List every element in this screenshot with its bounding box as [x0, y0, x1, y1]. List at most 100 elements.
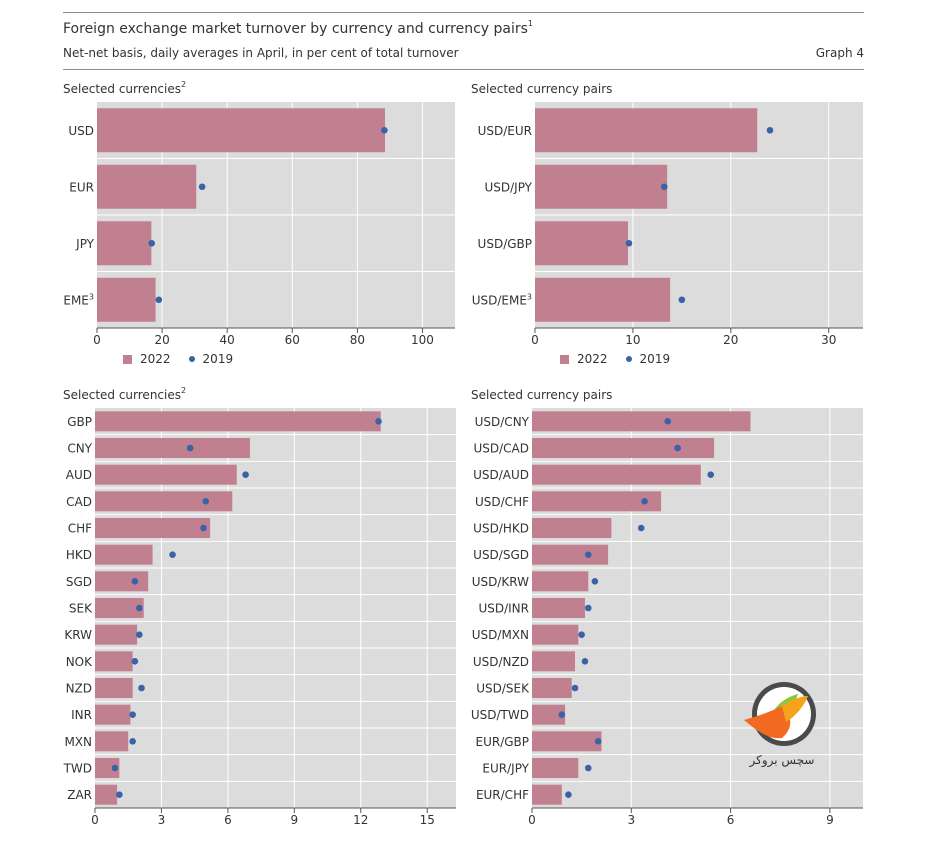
panel-4-x-tick-label: 0: [528, 813, 536, 827]
panel-4-category-label: USD/CAD: [473, 442, 529, 456]
panel-3-category-label: CAD: [66, 495, 92, 509]
panel-4-dot-usd-sgd: [584, 551, 592, 558]
panel-4-category-label: EUR/CHF: [476, 788, 529, 802]
panel-3-x-tick-label: 9: [291, 813, 299, 827]
panel-1-dot-usd: [381, 126, 388, 134]
panel-4-dot-eur-gbp: [594, 738, 602, 745]
graph-subtitle: Net-net basis, daily averages in April, …: [63, 46, 459, 60]
header-rule: [63, 69, 864, 70]
panel-4-category-label: USD/SEK: [476, 682, 530, 696]
panel-3-category-label: INR: [71, 708, 92, 722]
panel-1-x-tick-label: 20: [154, 333, 169, 347]
logo-flame-tip: [782, 696, 808, 722]
panel-2-dot-usd-gbp: [625, 239, 633, 247]
panel-3-category-label: HKD: [66, 548, 92, 562]
panel-2-bar-usd-eme: [535, 277, 671, 322]
panel-1-category-label: EUR: [69, 180, 94, 194]
panel-4-bar-eur-chf: [532, 784, 562, 805]
panel-4-category-label: USD/KRW: [472, 575, 529, 589]
panel-3-category-label: KRW: [64, 628, 92, 642]
panel-4-dot-usd-hkd: [637, 524, 645, 532]
panel-3-dot-krw: [135, 631, 143, 638]
panel-3-bar-twd: [95, 758, 120, 778]
legend-2019-swatch: [188, 356, 195, 362]
panel-3-x-tick-label: 6: [224, 813, 232, 827]
panel-2-category-label: USD/JPY: [484, 180, 532, 194]
legend-2019-swatch: [625, 356, 632, 362]
panel-4-bar-usd-hkd: [532, 518, 612, 538]
panel-1-category-note: 3: [89, 292, 94, 301]
panel-4-category-label: USD/SGD: [473, 548, 529, 562]
panel-2-x-tick-label: 0: [531, 333, 539, 347]
panel-1-x-tick-label: 40: [220, 333, 235, 347]
panel-1-title: Selected currencies2: [63, 80, 187, 96]
graph-number: Graph 4: [815, 46, 864, 60]
panel-4-dot-usd-aud: [707, 471, 715, 478]
panel-3-category-label: MXN: [64, 735, 92, 749]
panel-4-dot-usd-twd: [558, 711, 566, 718]
panel-4-dot-usd-krw: [591, 578, 599, 585]
panel-2-x-tick-label: 20: [723, 333, 738, 347]
top-rule: [63, 12, 864, 13]
panel-1-dot-jpy: [148, 239, 155, 247]
panel-2-dot-usd-eur: [766, 126, 774, 134]
panel-3-bar-hkd: [95, 544, 153, 565]
panel-4-dot-usd-cad: [674, 444, 681, 452]
broker-logo: سچس بروکر: [744, 682, 816, 768]
panel-4-dot-usd-nzd: [581, 658, 589, 665]
panel-4-x-tick-label: 3: [627, 813, 635, 827]
panel-3-dot-sek: [135, 604, 143, 612]
panel-4-title: Selected currency pairs: [471, 388, 613, 402]
panel-4-dot-usd-cny: [664, 418, 672, 425]
panel-3-bar-gbp: [95, 411, 381, 432]
panel-3-dot-nok: [131, 658, 139, 665]
panel-3-bar-mxn: [95, 731, 129, 752]
panel-1-x-tick-label: 0: [93, 333, 101, 347]
panel-4-bar-usd-mxn: [532, 624, 579, 645]
panel-4-x-tick-label: 9: [826, 813, 834, 827]
panel-4-category-label: USD/MXN: [472, 628, 529, 642]
panel-3-title: Selected currencies2: [63, 386, 187, 402]
logo-flame: [744, 706, 791, 739]
panel-3-dot-hkd: [169, 551, 176, 558]
panel-1-x-tick-label: 60: [285, 333, 300, 347]
panel-3-x-tick-label: 12: [353, 813, 368, 827]
legend-2022-swatch: [560, 354, 569, 364]
panel-3-category-label: NZD: [66, 682, 92, 696]
panel-4-bar-eur-gbp: [532, 731, 602, 752]
panel-3-bar-sgd: [95, 571, 149, 592]
panel-4-dot-usd-inr: [584, 604, 592, 612]
panel-3-category-label: AUD: [66, 468, 92, 482]
panel-3-bar-cny: [95, 438, 251, 458]
panel-4-category-label: USD/HKD: [473, 522, 529, 536]
panel-4-category-label: EUR/GBP: [475, 735, 529, 749]
panel-4-category-label: USD/CNY: [475, 415, 530, 429]
graph-title: Foreign exchange market turnover by curr…: [63, 19, 534, 37]
panel-2-category-label: USD/GBP: [478, 237, 532, 251]
panel-2-bar-usd-jpy: [535, 164, 668, 209]
panel-3-title-note: 2: [180, 386, 187, 395]
legend-2022-label: 2022: [140, 352, 171, 366]
panel-3-bar-nok: [95, 651, 133, 672]
panel-2-category-label: USD/EUR: [478, 124, 532, 138]
legend-panel-2: 2022 2019: [560, 352, 670, 366]
panel-1-bar-eur: [97, 164, 197, 209]
panel-3-category-label: CNY: [67, 442, 92, 456]
panel-3-bar-aud: [95, 464, 237, 485]
panel-1-category-label: EME3: [63, 292, 94, 307]
panel-2-bar-usd-eur: [535, 108, 758, 153]
graph-title-note: 1: [527, 19, 534, 28]
panel-3-dot-zar: [116, 791, 123, 798]
panel-4-bar-eur-jpy: [532, 758, 579, 778]
panel-1-bar-usd: [97, 108, 386, 153]
panel-2-title: Selected currency pairs: [471, 82, 613, 96]
panel-4-bar-usd-krw: [532, 571, 589, 592]
panel-4-x-tick-label: 6: [727, 813, 735, 827]
panel-2-category-label: USD/EME3: [472, 292, 532, 307]
panel-3-dot-gbp: [375, 418, 382, 425]
panel-4-bar-usd-aud: [532, 464, 701, 485]
panel-3-bar-zar: [95, 784, 118, 805]
panel-1-title-note: 2: [180, 80, 187, 89]
panel-1-bar-eme: [97, 277, 156, 322]
